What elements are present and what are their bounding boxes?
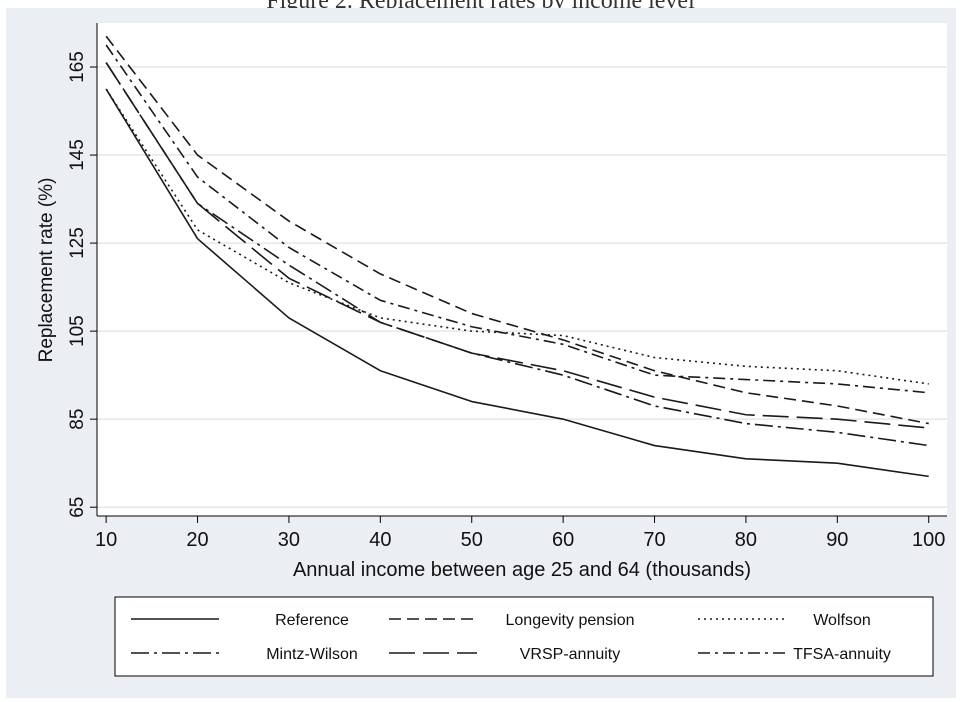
series-line-longevity-pension bbox=[105, 35, 929, 425]
line-chart: 65 85 105 125 145 165 10 20 30 40 50 60 70 80 90 100 R… bbox=[36, 23, 947, 677]
legend: Reference Longevity pension Wolfson Mintz-W… bbox=[114, 596, 934, 677]
y-tick-label: 65 bbox=[67, 497, 88, 518]
x-tick-label: 50 bbox=[461, 529, 483, 551]
series-line-mintz-wilson bbox=[105, 62, 929, 447]
y-axis-label: Replacement rate (%) bbox=[36, 178, 57, 363]
x-tick-label: 10 bbox=[95, 529, 117, 551]
x-tick-label: 40 bbox=[369, 529, 391, 551]
y-tick-label: 105 bbox=[67, 315, 88, 347]
legend-items: Reference Longevity pension Wolfson Mintz-W… bbox=[131, 612, 891, 663]
legend-label-mintz-wilson: Mintz-Wilson bbox=[266, 646, 358, 663]
x-axis-ticks: 10 20 30 40 50 60 70 80 90 100 bbox=[95, 516, 945, 551]
series-lines bbox=[105, 35, 929, 478]
series-line-vrsp-annuity bbox=[105, 62, 929, 429]
legend-label-reference: Reference bbox=[275, 612, 349, 629]
series-line-wolfson bbox=[105, 88, 929, 385]
y-tick-label: 125 bbox=[67, 227, 88, 259]
x-tick-label: 100 bbox=[912, 529, 945, 551]
gridlines bbox=[97, 66, 947, 508]
legend-label-longevity-pension: Longevity pension bbox=[506, 612, 635, 629]
y-axis-ticks: 65 85 105 125 145 165 bbox=[67, 51, 97, 518]
x-tick-label: 90 bbox=[826, 529, 848, 551]
y-tick-label: 85 bbox=[67, 409, 88, 430]
plot-area bbox=[97, 23, 947, 516]
legend-box bbox=[114, 596, 934, 677]
legend-label-vrsp-annuity: VRSP-annuity bbox=[520, 646, 621, 663]
chart-panel: 65 85 105 125 145 165 10 20 30 40 50 60 70 80 90 100 R… bbox=[6, 8, 956, 698]
legend-label-wolfson: Wolfson bbox=[813, 612, 871, 629]
axes bbox=[96, 23, 947, 517]
x-axis-label: Annual income between age 25 and 64 (tho… bbox=[293, 559, 751, 581]
x-tick-label: 80 bbox=[735, 529, 757, 551]
x-tick-label: 30 bbox=[278, 529, 300, 551]
legend-label-tfsa-annuity: TFSA-annuity bbox=[793, 646, 891, 663]
y-tick-label: 165 bbox=[67, 51, 88, 83]
x-tick-label: 70 bbox=[643, 529, 665, 551]
x-tick-label: 20 bbox=[186, 529, 208, 551]
series-line-tfsa-annuity bbox=[105, 44, 929, 394]
series-line-reference bbox=[105, 88, 929, 478]
y-tick-label: 145 bbox=[67, 139, 88, 171]
x-tick-label: 60 bbox=[552, 529, 574, 551]
